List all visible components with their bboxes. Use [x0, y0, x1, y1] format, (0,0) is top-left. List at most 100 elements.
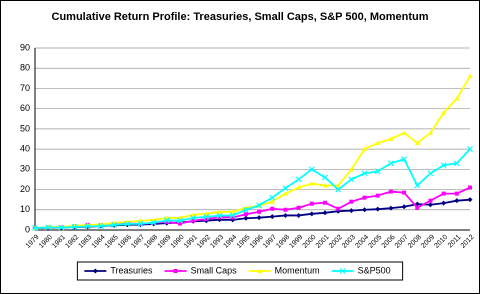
data-point — [427, 130, 433, 135]
data-point — [414, 140, 420, 146]
data-point — [441, 191, 446, 196]
data-point — [309, 201, 314, 206]
data-point — [177, 217, 183, 224]
data-point — [269, 194, 276, 201]
y-tick-label: 10 — [20, 204, 30, 214]
data-point — [243, 215, 249, 221]
data-point — [216, 212, 223, 219]
data-point — [164, 219, 169, 224]
y-tick-label: 20 — [20, 184, 30, 194]
legend-box — [76, 261, 404, 281]
data-point — [402, 190, 407, 195]
data-point — [296, 212, 302, 218]
legend-label: Treasuries — [110, 265, 153, 275]
data-point — [335, 183, 341, 188]
data-point — [388, 136, 394, 141]
data-point — [309, 211, 315, 217]
data-point — [190, 214, 197, 221]
data-point — [295, 176, 302, 183]
data-point — [256, 215, 262, 221]
data-point — [401, 204, 407, 210]
data-point — [71, 224, 78, 230]
data-point — [308, 166, 315, 173]
data-point — [375, 206, 381, 212]
data-point — [137, 220, 144, 227]
data-point — [229, 212, 236, 219]
y-tick-label: 40 — [20, 143, 30, 153]
data-point — [388, 205, 394, 211]
data-point — [427, 170, 434, 177]
data-point — [322, 210, 328, 216]
data-point — [454, 96, 460, 101]
legend: Treasuries Small Caps Momentum S&P500 — [76, 261, 404, 281]
data-point — [178, 221, 182, 226]
data-point — [362, 195, 367, 200]
data-point — [348, 208, 354, 214]
data-point — [296, 185, 302, 190]
data-point — [257, 268, 263, 273]
data-point — [309, 180, 315, 186]
data-point — [32, 225, 38, 231]
data-point — [269, 214, 275, 220]
data-point — [440, 162, 447, 169]
y-tick-label: 30 — [20, 164, 30, 174]
data-point — [270, 206, 275, 211]
data-point — [203, 211, 209, 216]
data-point — [282, 212, 288, 218]
legend-label: Momentum — [275, 265, 320, 275]
y-tick-label: 50 — [20, 123, 30, 133]
data-point — [58, 224, 65, 231]
data-point — [441, 200, 447, 206]
data-point — [362, 207, 368, 213]
data-point — [243, 212, 248, 217]
data-point — [257, 209, 262, 214]
legend-label: Small Caps — [191, 265, 238, 275]
y-tick-label: 80 — [20, 63, 30, 73]
data-point — [191, 218, 196, 223]
data-point — [349, 199, 354, 204]
data-point — [336, 206, 341, 211]
data-point — [414, 182, 421, 189]
series-line — [34, 148, 471, 229]
data-point — [111, 222, 118, 228]
data-point — [230, 215, 235, 220]
data-point — [427, 202, 433, 208]
data-point — [269, 199, 275, 204]
data-point — [45, 224, 52, 231]
data-point — [428, 198, 433, 203]
data-point — [348, 176, 355, 183]
data-point — [282, 185, 289, 192]
data-point — [454, 191, 459, 196]
data-point — [348, 166, 354, 172]
legend-label: S&P500 — [358, 265, 391, 275]
data-point — [415, 205, 420, 210]
data-point — [296, 205, 301, 210]
data-point — [97, 223, 104, 230]
data-point — [375, 140, 381, 146]
data-point — [217, 209, 223, 214]
y-tick-label: 90 — [20, 42, 30, 52]
data-point — [375, 193, 380, 198]
data-point — [468, 185, 472, 190]
data-point — [84, 223, 91, 230]
data-point — [256, 202, 263, 209]
data-point — [190, 212, 196, 217]
y-tick-label: 70 — [20, 83, 30, 93]
data-point — [361, 170, 368, 177]
data-point — [322, 174, 328, 181]
data-point — [467, 73, 473, 79]
data-point — [401, 130, 407, 135]
data-point — [387, 160, 394, 167]
data-point — [362, 146, 368, 152]
data-point — [441, 110, 447, 115]
data-point — [204, 217, 209, 222]
data-point — [173, 269, 178, 273]
data-point — [335, 186, 342, 193]
data-point — [150, 219, 157, 226]
data-point — [467, 146, 473, 153]
data-point — [230, 209, 236, 214]
data-point — [454, 198, 460, 204]
chart-title: Cumulative Return Profile: Treasuries, S… — [52, 11, 429, 23]
